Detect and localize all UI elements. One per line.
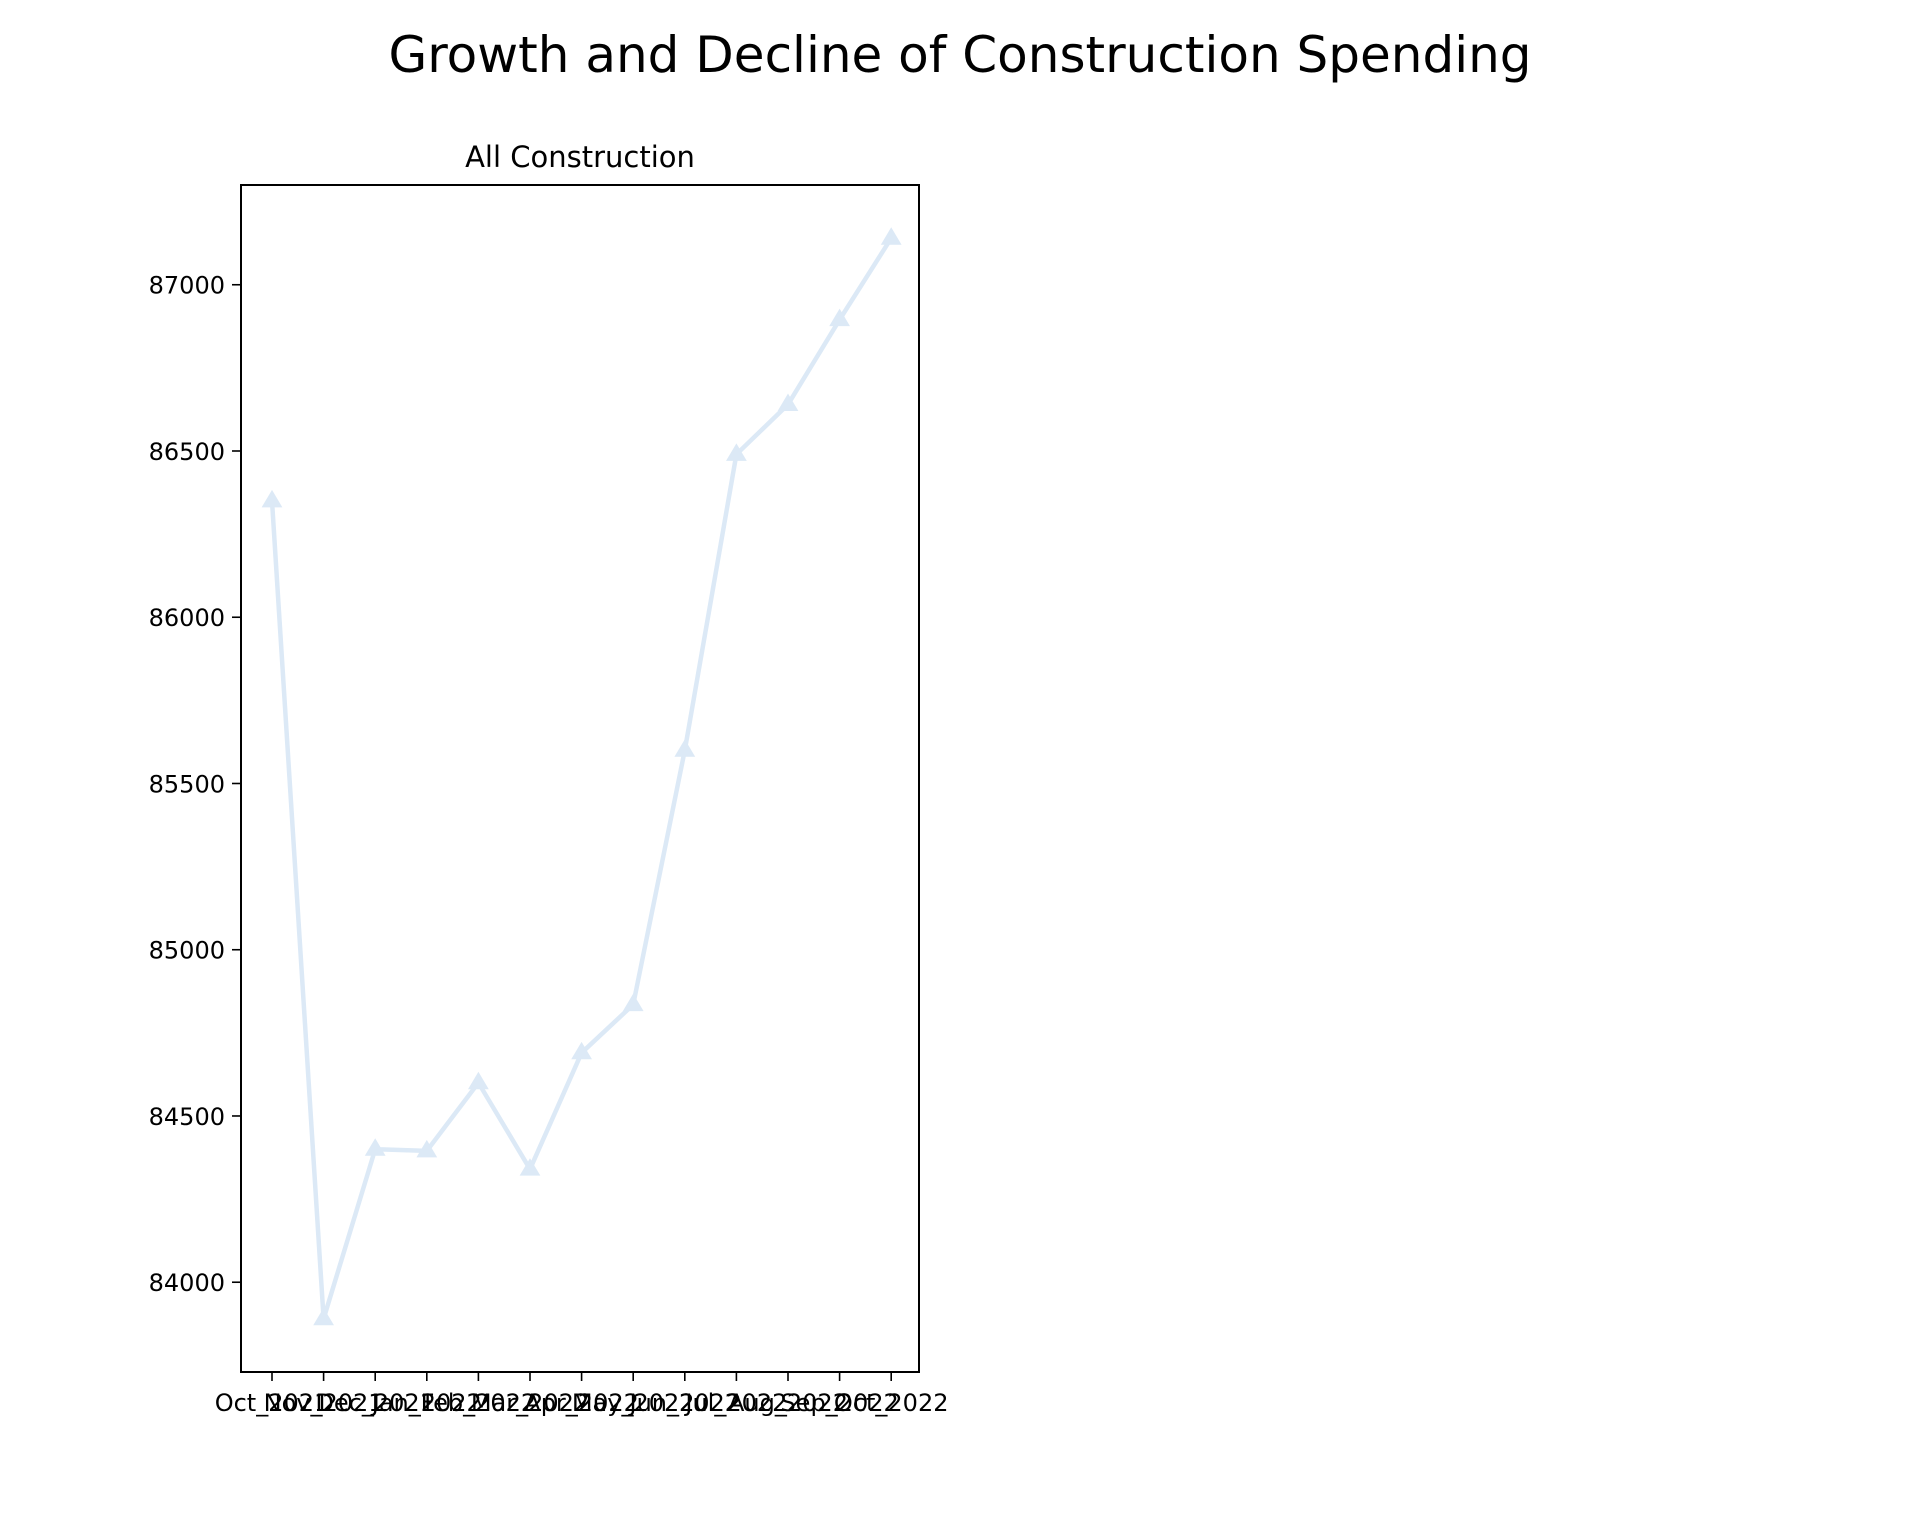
x-tick-label: Sep_2022: [780, 1389, 898, 1417]
data-point-marker: [571, 1041, 592, 1060]
x-axis: Oct_2021Nov_2021Dec_2021Jan_2022Feb_2022…: [215, 1372, 949, 1417]
x-tick-label: Aug_2022: [728, 1389, 848, 1417]
data-point-marker: [777, 393, 799, 411]
y-tick-label: 85500: [149, 770, 225, 798]
x-tick-label: Jan_2022: [370, 1389, 482, 1417]
chart-title: Growth and Decline of Construction Spend…: [388, 26, 1531, 84]
data-point-marker: [519, 1158, 541, 1176]
y-tick-label: 84500: [149, 1103, 225, 1131]
x-tick-label: Mar_2022: [471, 1389, 589, 1417]
y-tick-label: 86500: [149, 438, 225, 466]
data-point-marker: [674, 739, 696, 757]
data-point-marker: [622, 993, 644, 1012]
x-tick-label: Oct_2021: [215, 1389, 330, 1417]
y-axis: 84000 84500 85000 85500 86000 86500 87000: [149, 272, 241, 1297]
data-point-marker: [829, 308, 850, 327]
data-point-marker: [364, 1138, 386, 1156]
data-point-marker: [880, 227, 902, 245]
data-point-marker: [726, 443, 747, 461]
data-point-marker: [468, 1071, 489, 1090]
x-tick-label: Feb_2022: [421, 1389, 537, 1417]
subplot-title: All Construction: [465, 140, 695, 174]
axes-frame: [240, 184, 920, 1373]
x-tick-label: Nov_2021: [264, 1389, 384, 1417]
y-tick-label: 84000: [149, 1269, 225, 1297]
series-line: [269, 235, 894, 1322]
x-tick-label: Oct_2022: [834, 1389, 949, 1417]
x-tick-label: Jul_2022: [683, 1389, 787, 1417]
plot-area: [261, 227, 902, 1326]
data-point-marker: [416, 1139, 438, 1158]
data-point-marker: [261, 489, 283, 508]
y-tick-label: 87000: [149, 272, 225, 300]
data-point-marker: [313, 1307, 334, 1326]
y-tick-label: 85000: [149, 937, 225, 965]
y-tick-label: 86000: [149, 604, 225, 632]
x-tick-label: Apr_2022: [524, 1389, 639, 1417]
x-tick-label: Jun_2022: [628, 1389, 741, 1417]
x-tick-label: May_2022: [572, 1389, 695, 1417]
x-tick-label: Dec_2021: [315, 1389, 435, 1417]
